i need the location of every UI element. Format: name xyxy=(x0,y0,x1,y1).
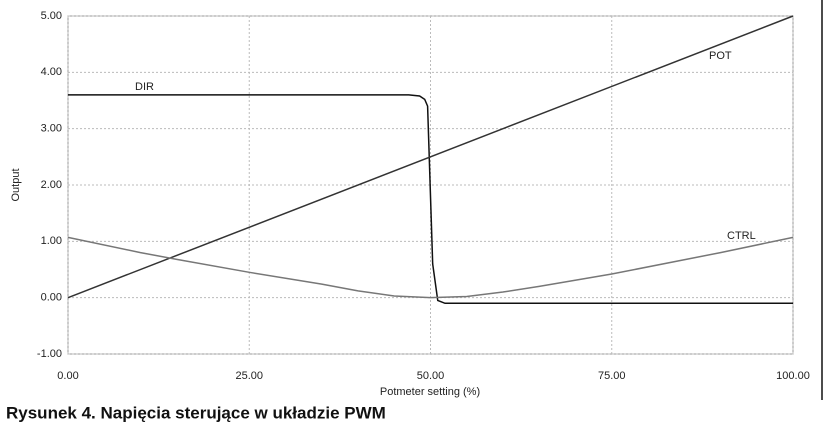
y-tick-label: 0.00 xyxy=(41,292,62,304)
caption: Rysunek 4. Napięcia sterujące w układzie… xyxy=(6,403,386,422)
x-tick-label: 25.00 xyxy=(235,370,263,382)
y-tick-label: 5.00 xyxy=(41,10,62,22)
series-line xyxy=(68,94,793,305)
y-axis-label: Output xyxy=(10,168,22,201)
y-tick-label: 2.00 xyxy=(41,179,62,191)
y-tick-label: 4.00 xyxy=(41,66,62,78)
y-tick-label: 3.00 xyxy=(41,123,62,135)
y-tick-label: 1.00 xyxy=(41,235,62,247)
y-tick-label: -1.00 xyxy=(37,348,62,360)
series-label: CTRL xyxy=(727,230,756,242)
series-label: DIR xyxy=(135,81,154,93)
series-label: POT xyxy=(709,50,732,62)
series-line xyxy=(67,15,794,299)
x-axis-label: Potmeter setting (%) xyxy=(380,386,480,398)
x-tick-label: 0.00 xyxy=(57,370,78,382)
x-tick-label: 75.00 xyxy=(598,370,626,382)
x-tick-label: 100.00 xyxy=(776,370,810,382)
series-line xyxy=(67,236,794,299)
x-tick-label: 50.00 xyxy=(417,370,445,382)
